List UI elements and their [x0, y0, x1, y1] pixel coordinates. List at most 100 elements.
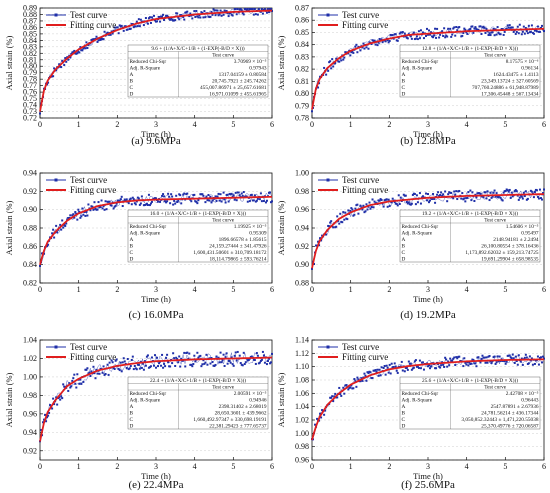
legend-test-marker [54, 13, 58, 17]
fit-table-param-value: 0.96443 [521, 398, 539, 404]
test-point [81, 207, 84, 210]
legend-test-marker [54, 178, 58, 182]
test-point [383, 365, 386, 368]
x-tick-label: 0 [310, 120, 314, 129]
test-point [532, 196, 535, 199]
test-point [183, 351, 186, 354]
x-axis-label: Time (h) [413, 471, 443, 481]
test-point [39, 264, 41, 267]
test-point [538, 357, 541, 360]
y-tick-label: 0.94 [295, 224, 309, 233]
test-point [200, 11, 203, 14]
test-point [461, 34, 464, 37]
test-point [354, 207, 357, 210]
test-point [399, 31, 402, 34]
test-point [130, 203, 133, 206]
test-point [430, 365, 433, 368]
test-point [243, 8, 246, 10]
test-point [323, 413, 326, 416]
y-axis-label: Axial strain (%) [276, 35, 286, 90]
test-point [526, 197, 529, 200]
y-tick-label: 0.82 [295, 65, 309, 74]
test-point [218, 361, 221, 364]
test-point [357, 212, 360, 215]
test-point [174, 364, 177, 367]
test-point [211, 361, 214, 364]
test-point [47, 414, 50, 417]
test-point [134, 25, 137, 28]
x-tick-label: 5 [503, 462, 507, 471]
test-point [505, 188, 508, 191]
test-point [160, 15, 163, 18]
test-point [271, 352, 273, 355]
test-point [482, 25, 485, 28]
test-point [516, 194, 519, 197]
test-point [477, 356, 480, 359]
test-point [132, 368, 135, 371]
test-point [337, 60, 340, 63]
test-point [234, 191, 237, 194]
test-point [126, 28, 129, 31]
test-point [214, 14, 217, 17]
test-point [328, 61, 331, 64]
test-point [177, 361, 180, 364]
x-axis-label: Time (h) [141, 129, 171, 139]
fit-table-param-name: Reduced Chi-Sqr [402, 59, 439, 65]
x-tick-label: 3 [426, 285, 430, 294]
test-point [397, 36, 400, 39]
test-point [351, 208, 354, 211]
y-tick-label: 0.98 [295, 187, 309, 196]
test-point [266, 359, 269, 362]
test-point [157, 365, 160, 368]
test-point [204, 361, 207, 364]
test-point [469, 27, 472, 30]
test-point [208, 199, 211, 202]
test-point [493, 34, 496, 37]
test-point [511, 195, 514, 198]
test-point [351, 387, 354, 390]
test-point [458, 355, 461, 358]
test-point [409, 203, 412, 206]
test-point [223, 364, 226, 367]
fit-table-header: Test curve [484, 53, 506, 59]
test-point [186, 192, 189, 195]
test-point [163, 362, 166, 365]
test-point [250, 8, 253, 10]
test-point [348, 386, 351, 389]
test-point [43, 418, 46, 421]
test-point [242, 351, 245, 354]
test-point [419, 29, 422, 32]
test-point [101, 207, 104, 210]
test-point [100, 199, 103, 202]
test-point [89, 375, 92, 378]
test-point [370, 43, 373, 46]
test-point [371, 198, 374, 201]
test-point [313, 262, 316, 265]
test-point [105, 32, 108, 35]
test-point [484, 191, 487, 194]
fit-table-param-value: 0.94946 [249, 398, 267, 404]
test-point [496, 195, 499, 198]
test-point [479, 361, 482, 364]
test-point [102, 38, 105, 41]
test-point [443, 27, 446, 30]
test-point [332, 400, 335, 403]
test-point [175, 356, 178, 359]
test-point [143, 360, 146, 363]
test-point [227, 359, 230, 362]
test-point [534, 359, 537, 362]
test-point [474, 362, 477, 365]
test-point [136, 25, 139, 28]
test-point [179, 365, 182, 368]
test-point [492, 27, 495, 30]
test-point [427, 193, 429, 196]
test-point [466, 361, 469, 364]
test-point [55, 396, 58, 399]
test-point [452, 357, 455, 360]
test-point [260, 8, 263, 10]
test-point [128, 28, 131, 31]
test-point [225, 193, 228, 196]
test-point [257, 8, 260, 10]
fit-table-frame [127, 209, 269, 263]
x-tick-label: 6 [270, 462, 274, 471]
